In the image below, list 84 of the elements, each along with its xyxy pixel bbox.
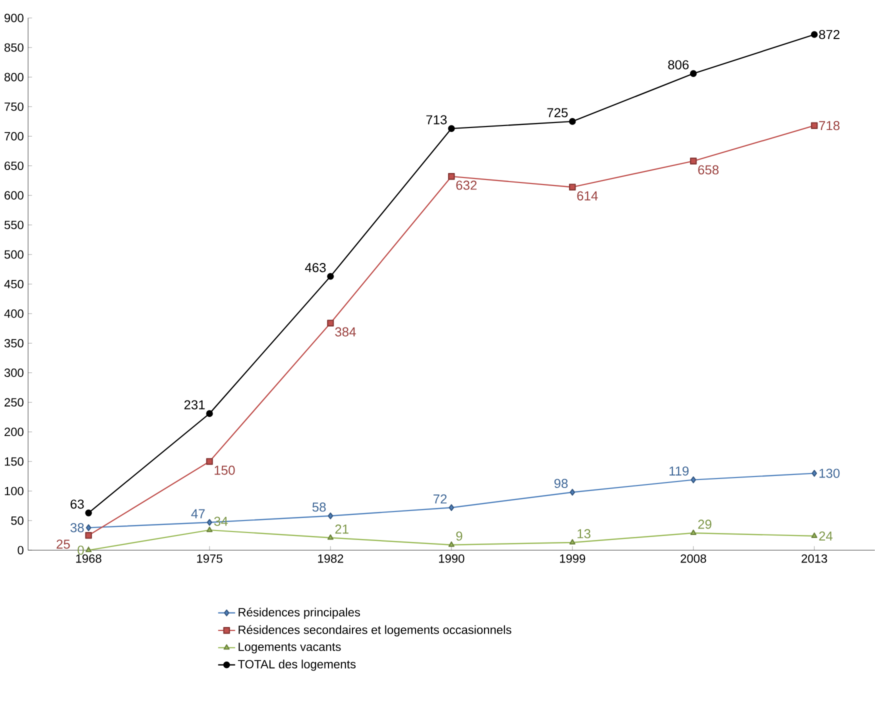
point	[448, 125, 455, 132]
point	[690, 476, 696, 484]
point	[812, 470, 818, 477]
data-label: 9	[456, 532, 462, 541]
point	[448, 542, 454, 547]
data-label: 614	[577, 191, 598, 200]
y-tick-label: 550	[4, 220, 24, 230]
data-label: 231	[184, 400, 205, 410]
point	[328, 512, 334, 520]
data-label: 463	[305, 263, 326, 272]
point	[85, 510, 92, 516]
y-tick-label: 650	[4, 162, 24, 170]
point	[810, 122, 818, 130]
y-tick-label: 100	[4, 486, 24, 496]
data-label: 806	[668, 60, 689, 70]
y-tick-label: 700	[4, 132, 24, 141]
legend-label: Logements vacants	[238, 642, 341, 654]
point	[327, 273, 334, 280]
y-tick-label: 800	[4, 72, 24, 82]
x-tick-label: 1968	[76, 554, 102, 563]
point	[448, 504, 454, 512]
data-label: 63	[70, 500, 84, 509]
data-label: 38	[70, 523, 84, 532]
y-tick-label: 50	[11, 516, 24, 525]
y-tick-label: 0	[18, 546, 24, 554]
data-label: 98	[554, 478, 568, 488]
point	[448, 173, 455, 180]
data-label: 25	[56, 540, 70, 549]
y-tick-label: 250	[4, 398, 24, 407]
y-tick-label: 400	[4, 309, 24, 318]
point	[811, 532, 818, 538]
data-label: 632	[456, 180, 477, 190]
x-tick-label: 1982	[318, 554, 344, 563]
point	[569, 539, 576, 545]
data-label: 384	[335, 327, 356, 336]
x-tick-label: 1990	[439, 554, 464, 563]
point	[86, 546, 92, 552]
y-tick-label: 750	[4, 102, 24, 111]
point	[327, 320, 334, 327]
data-label: 130	[820, 468, 840, 478]
point	[206, 410, 213, 418]
y-tick-label: 900	[4, 14, 24, 22]
data-label: 29	[698, 520, 712, 529]
point	[569, 118, 576, 125]
x-tick-label: 2013	[802, 554, 828, 563]
data-label: 718	[819, 121, 840, 130]
point	[690, 70, 697, 77]
data-label: 21	[335, 524, 348, 534]
x-tick-label: 1999	[560, 554, 586, 563]
data-label: 13	[578, 529, 590, 538]
data-label: 24	[819, 532, 833, 541]
point	[327, 534, 334, 540]
y-tick-label: 300	[4, 368, 24, 378]
point	[810, 31, 818, 38]
data-label: 658	[698, 165, 719, 174]
data-label: 872	[819, 30, 840, 40]
y-tick-label: 600	[4, 191, 24, 200]
data-label: 725	[547, 108, 568, 118]
y-tick-label: 850	[4, 43, 24, 52]
y-tick-label: 150	[4, 457, 24, 466]
point	[690, 158, 697, 165]
data-label: 713	[426, 115, 447, 124]
x-tick-label: 1975	[197, 554, 222, 563]
point	[206, 526, 213, 532]
legend-label: Résidences principales	[238, 608, 360, 619]
point	[570, 488, 576, 496]
y-tick-label: 450	[4, 280, 24, 288]
point	[569, 184, 576, 191]
point	[85, 532, 92, 539]
data-label: 72	[434, 494, 447, 504]
y-tick-label: 200	[4, 428, 24, 436]
legend-label: Résidences secondaires et logements occasionnels	[238, 625, 512, 636]
point	[690, 530, 696, 536]
point	[206, 458, 213, 465]
legend-label: TOTAL des logements	[238, 660, 356, 671]
data-label: 150	[214, 466, 235, 475]
data-label: 58	[312, 502, 326, 512]
x-tick-label: 2008	[680, 554, 706, 563]
y-tick-label: 350	[4, 339, 24, 348]
point	[86, 524, 92, 532]
data-label: 47	[191, 509, 205, 518]
y-tick-label: 500	[4, 250, 24, 259]
point	[206, 519, 212, 526]
data-label: 119	[670, 466, 689, 476]
